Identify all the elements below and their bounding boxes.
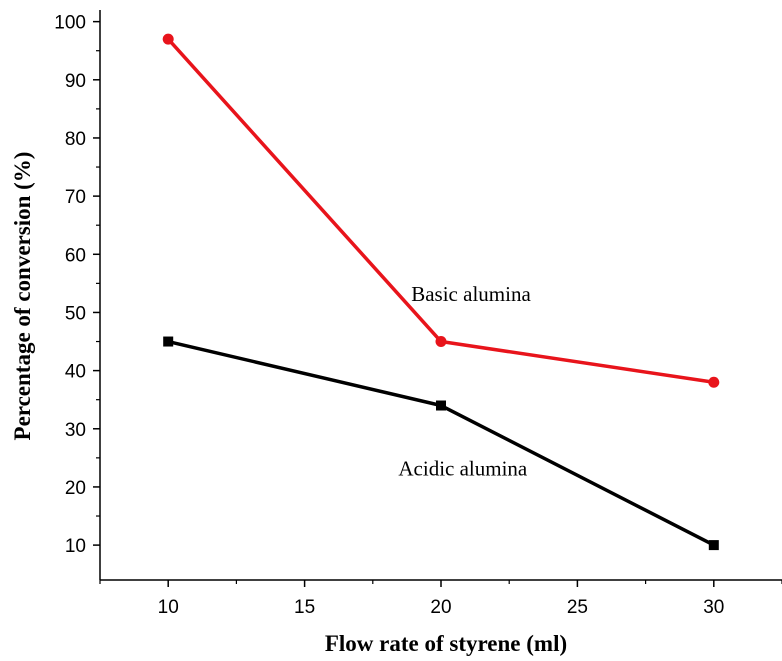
y-axis-ticks: 10 20 30 40 50 60 70 80 90 100 — [54, 13, 100, 557]
basic-alumina-line — [166, 37, 715, 384]
series-annotation: Basic alumina — [411, 282, 531, 306]
x-axis-ticks: 10 15 20 25 30 — [99, 580, 782, 618]
series-annotation: Acidic alumina — [398, 456, 528, 480]
x-tick-label: 20 — [430, 597, 451, 618]
x-tick-label: 30 — [703, 597, 724, 618]
y-tick-label: 40 — [65, 362, 86, 383]
basic-alumina-point — [708, 376, 720, 388]
acidic-alumina-point — [163, 336, 174, 347]
acidic-alumina-point — [436, 400, 446, 411]
series-layer — [162, 33, 720, 551]
y-tick-label: 20 — [65, 478, 86, 499]
y-axis-title: Percentage of conversion (%) — [10, 152, 35, 441]
y-tick-label: 100 — [54, 13, 86, 34]
acidic-alumina-line — [167, 339, 715, 547]
y-tick-label: 50 — [65, 303, 86, 324]
x-tick-label: 25 — [567, 597, 588, 618]
x-tick-label: 10 — [158, 597, 179, 618]
plot-area: 10 20 30 40 50 60 70 80 90 100 10 15 20 25 30 Basic a… — [54, 10, 782, 618]
acidic-alumina-point — [708, 540, 719, 551]
y-tick-label: 10 — [65, 536, 86, 557]
y-tick-label: 80 — [65, 129, 86, 150]
y-tick-label: 70 — [65, 187, 86, 208]
x-tick-label: 15 — [294, 597, 315, 618]
basic-alumina-point — [435, 336, 447, 348]
y-tick-label: 60 — [65, 245, 86, 266]
y-tick-label: 90 — [65, 71, 86, 92]
x-axis-title: Flow rate of styrene (ml) — [325, 631, 567, 656]
basic-alumina-point — [162, 33, 174, 45]
annotation-layer: Basic alumina Acidic alumina — [398, 282, 531, 480]
y-tick-label: 30 — [65, 420, 86, 441]
